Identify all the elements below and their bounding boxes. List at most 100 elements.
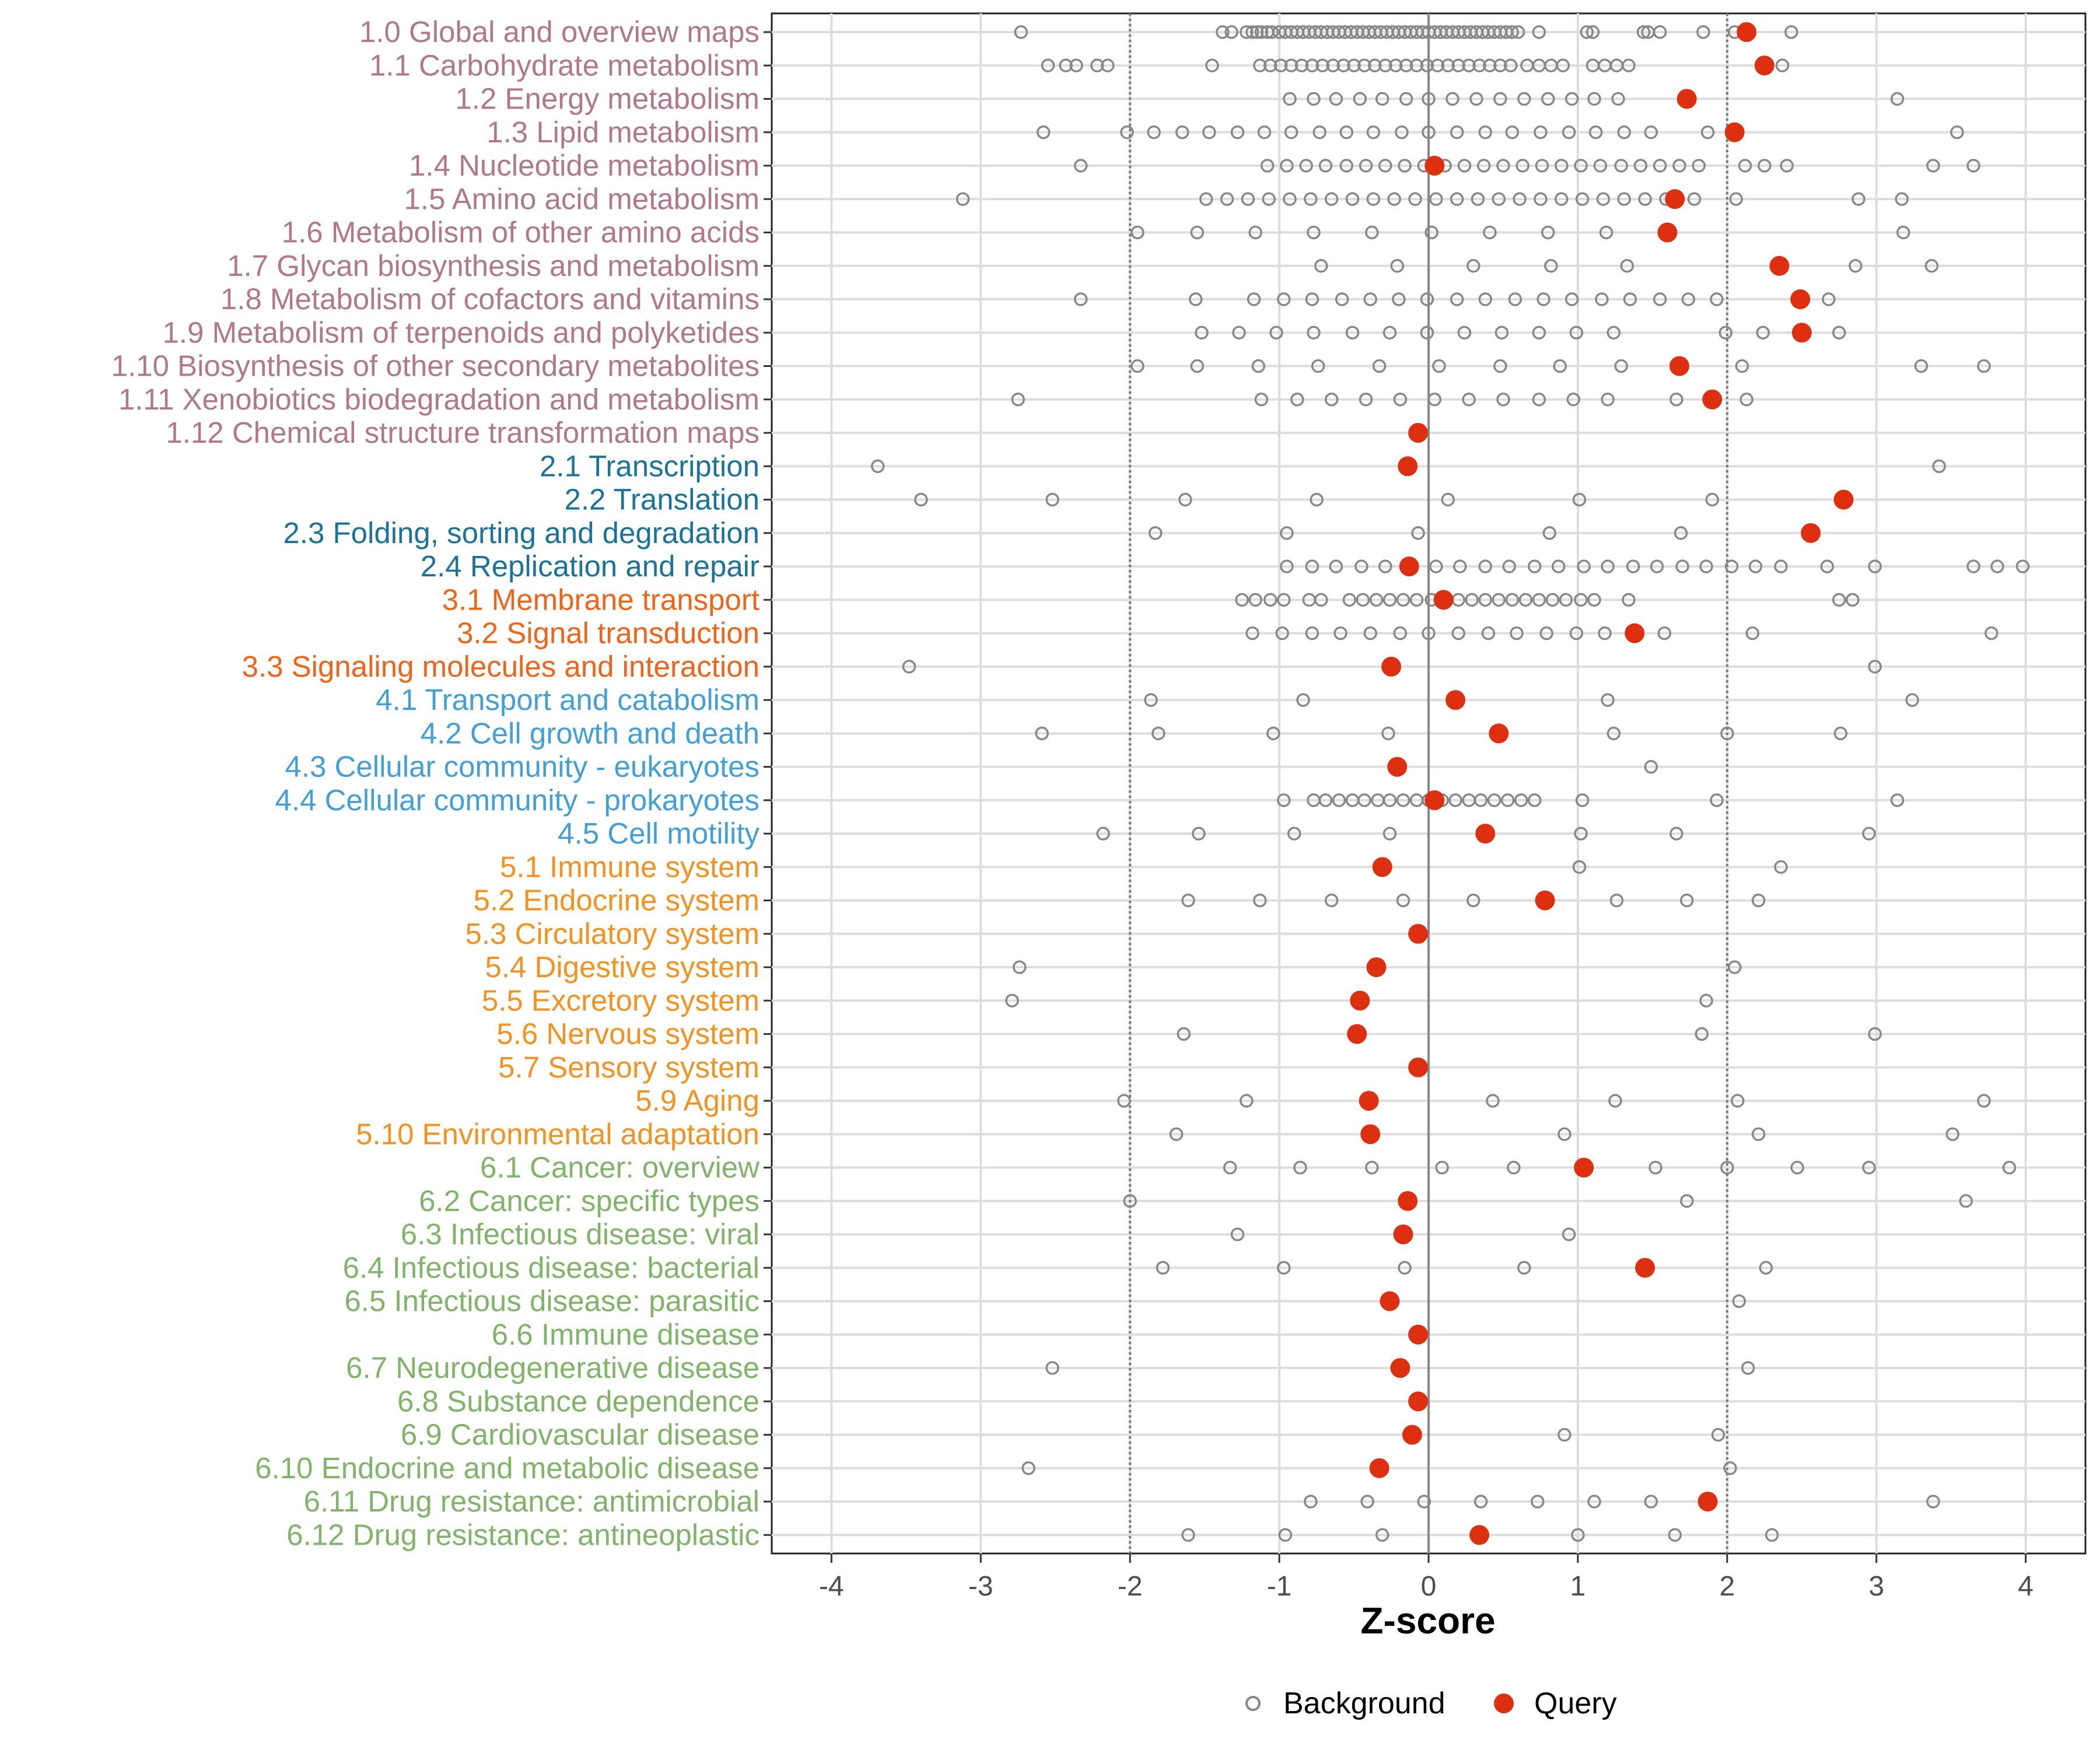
background-point — [1375, 92, 1390, 106]
background-point — [1245, 626, 1259, 641]
background-point — [1738, 159, 1752, 173]
background-point — [1496, 159, 1510, 173]
background-point — [1668, 1528, 1682, 1542]
background-point — [1399, 92, 1413, 106]
query-point — [1791, 323, 1812, 343]
background-point — [1780, 159, 1794, 173]
background-point — [1241, 192, 1255, 206]
background-point — [902, 660, 916, 674]
background-point — [1562, 125, 1576, 139]
background-point — [1253, 58, 1267, 72]
x-axis-ticks — [830, 1553, 2027, 1563]
background-point — [1674, 526, 1688, 540]
background-point — [1156, 1261, 1170, 1275]
background-point — [1429, 559, 1443, 573]
background-point — [1059, 58, 1073, 72]
query-point — [1737, 22, 1757, 42]
background-point — [1890, 793, 1905, 807]
background-point — [1562, 1227, 1576, 1241]
background-point — [1378, 58, 1392, 72]
background-point — [1305, 58, 1320, 72]
background-point — [1545, 593, 1560, 607]
background-point — [1494, 326, 1509, 340]
background-point — [1648, 1160, 1662, 1175]
background-point — [1175, 125, 1189, 139]
background-point — [1527, 559, 1542, 573]
background-point — [1532, 393, 1546, 407]
background-point — [1178, 492, 1192, 507]
background-point — [1090, 58, 1104, 72]
background-point — [1587, 1495, 1601, 1509]
background-point — [1598, 626, 1612, 641]
background-point — [1265, 25, 1279, 39]
x-tick-label: 1 — [1570, 1571, 1586, 1602]
background-point — [1555, 159, 1569, 173]
background-point — [1363, 626, 1377, 641]
query-point — [1574, 1157, 1594, 1178]
background-point — [1572, 860, 1587, 874]
background-point — [1575, 793, 1590, 807]
background-point — [1409, 58, 1424, 72]
background-point — [1588, 125, 1603, 139]
background-point — [1342, 593, 1357, 607]
background-point — [1474, 793, 1488, 807]
query-point — [1669, 356, 1689, 376]
category-label: 1.3 Lipid metabolism — [487, 116, 760, 149]
category-label: 2.2 Translation — [564, 483, 760, 516]
query-point — [1446, 690, 1466, 710]
category-label: 3.1 Membrane transport — [442, 583, 760, 616]
background-point — [1420, 326, 1434, 340]
background-point — [1318, 159, 1333, 173]
background-point — [1481, 626, 1496, 641]
background-point — [1924, 259, 1939, 273]
background-point — [914, 492, 928, 507]
background-point — [1505, 125, 1520, 139]
background-point — [1536, 292, 1550, 306]
query-point — [1369, 1458, 1390, 1478]
category-label: 4.5 Cell motility — [558, 817, 760, 850]
background-point — [1572, 492, 1587, 507]
background-point — [2015, 559, 2030, 573]
background-point — [1745, 626, 1760, 641]
background-point — [1304, 1495, 1318, 1509]
background-point — [1251, 359, 1266, 373]
category-label: 6.11 Drug resistance: antimicrobial — [304, 1485, 760, 1518]
background-point — [1638, 192, 1652, 206]
background-point — [1408, 192, 1422, 206]
category-label: 1.5 Amino acid metabolism — [404, 182, 760, 215]
x-tick-label: -1 — [1267, 1571, 1292, 1602]
background-point — [1240, 1094, 1254, 1108]
background-point — [1190, 359, 1205, 373]
background-point — [1448, 793, 1462, 807]
query-point — [1665, 189, 1685, 209]
x-tick-label: -4 — [819, 1571, 844, 1602]
background-point — [1478, 593, 1492, 607]
background-point — [1510, 626, 1524, 641]
background-point — [1945, 1127, 1959, 1141]
category-label: 6.5 Infectious disease: parasitic — [344, 1285, 760, 1318]
background-point — [1005, 993, 1019, 1007]
background-point — [1335, 292, 1349, 306]
query-point — [1350, 991, 1370, 1011]
background-point — [1450, 192, 1464, 206]
category-label: 4.2 Cell growth and death — [421, 716, 760, 750]
background-point — [1357, 793, 1371, 807]
vertical-gridlines — [830, 13, 2027, 1553]
query-point — [1657, 222, 1678, 243]
background-point — [956, 192, 970, 206]
background-point — [1263, 593, 1278, 607]
background-point — [1670, 393, 1684, 407]
background-point — [1696, 25, 1710, 39]
background-point — [1450, 125, 1464, 139]
background-point — [1670, 827, 1684, 841]
background-point — [1130, 359, 1144, 373]
background-point — [1422, 92, 1436, 106]
category-label: 5.1 Immune system — [500, 850, 760, 883]
background-point — [1369, 593, 1384, 607]
background-point — [1250, 25, 1264, 39]
background-point — [1424, 225, 1438, 240]
background-point — [1254, 25, 1269, 39]
background-point — [1427, 393, 1441, 407]
background-point — [1833, 726, 1848, 740]
background-point — [1846, 593, 1860, 607]
